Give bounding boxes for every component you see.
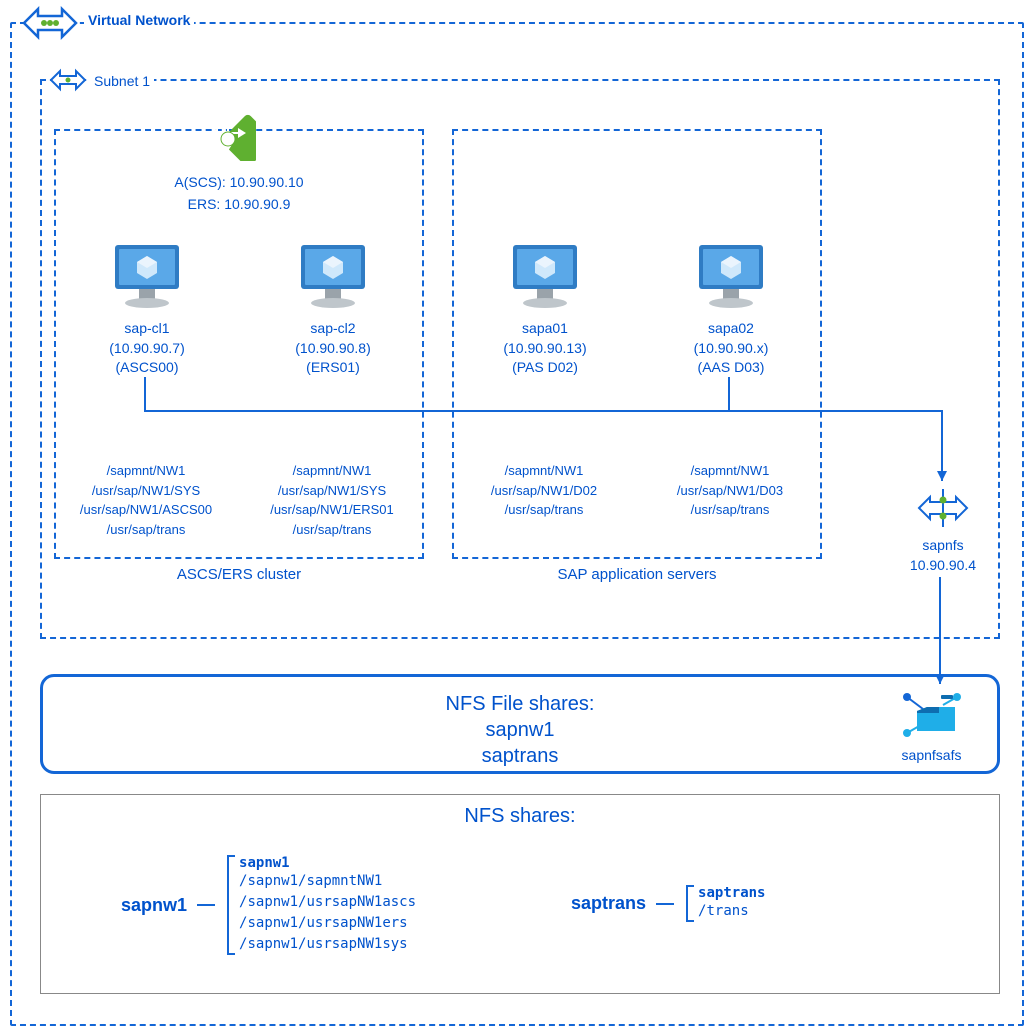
- loadbalancer-labels: A(SCS): 10.90.90.10 ERS: 10.90.90.9: [56, 171, 422, 216]
- vm-ip: (10.90.90.13): [460, 339, 630, 359]
- vm-ip: (10.90.90.x): [646, 339, 816, 359]
- connector-line: [197, 904, 215, 906]
- vm-sapa01: sapa01 (10.90.90.13) (PAS D02): [460, 241, 630, 378]
- nfs-fileshares-box: NFS File shares: sapnw1 saptrans sapnfsa…: [40, 674, 1000, 774]
- vm-name: sap-cl1: [62, 319, 232, 339]
- paths-sapa02: /sapmnt/NW1 /usr/sap/NW1/D03 /usr/sap/tr…: [640, 461, 820, 520]
- nfs-shares-title: NFS shares:: [41, 805, 999, 828]
- vnet-label: Virtual Network: [84, 12, 194, 28]
- vm-ip: (10.90.90.8): [248, 339, 418, 359]
- paths-sapcl2: /sapmnt/NW1 /usr/sap/NW1/SYS /usr/sap/NW…: [242, 461, 422, 539]
- vm-icon: [505, 241, 585, 313]
- sapnfs-name: sapnfs: [893, 536, 993, 556]
- vnet-icon: [20, 2, 80, 44]
- vm-sapcl2: sap-cl2 (10.90.90.8) (ERS01): [248, 241, 418, 378]
- vm-sapcl1: sap-cl1 (10.90.90.7) (ASCS00): [62, 241, 232, 378]
- subnet-icon: [48, 65, 88, 95]
- loadbalancer-icon: [200, 105, 256, 161]
- sapnfs-ip: 10.90.90.4: [893, 556, 993, 576]
- bracket: saptrans /trans: [686, 885, 765, 922]
- virtual-network-container: Virtual Network Subnet 1: [10, 22, 1024, 1026]
- vm-icon: [107, 241, 187, 313]
- storage-icon: [897, 687, 967, 742]
- vm-name: sap-cl2: [248, 319, 418, 339]
- bracket: sapnw1 /sapnw1/sapmntNW1 /sapnw1/usrsapN…: [227, 855, 416, 955]
- storage-label: sapnfsafs: [884, 747, 979, 763]
- vm-role: (PAS D02): [460, 358, 630, 378]
- share-name: saptrans: [571, 893, 646, 914]
- vm-icon: [691, 241, 771, 313]
- vm-role: (ERS01): [248, 358, 418, 378]
- share-saptrans: saptrans saptrans /trans: [571, 885, 765, 922]
- nfs-shares-box: NFS shares: sapnw1 sapnw1 /sapnw1/sapmnt…: [40, 794, 1000, 994]
- subnet-label: Subnet 1: [90, 73, 154, 89]
- lb-ascs-ip: A(SCS): 10.90.90.10: [56, 171, 422, 193]
- vm-name: sapa01: [460, 319, 630, 339]
- share-paths: /sapnw1/sapmntNW1 /sapnw1/usrsapNW1ascs …: [239, 871, 416, 955]
- sap-appservers-box: sapa01 (10.90.90.13) (PAS D02): [452, 129, 822, 559]
- nfs-fileshares-title: NFS File shares: sapnw1 saptrans: [43, 691, 997, 769]
- vm-name: sapa02: [646, 319, 816, 339]
- sapnfs-labels: sapnfs 10.90.90.4: [893, 536, 993, 575]
- share-sapnw1: sapnw1 sapnw1 /sapnw1/sapmntNW1 /sapnw1/…: [121, 855, 416, 955]
- paths-sapcl1: /sapmnt/NW1 /usr/sap/NW1/SYS /usr/sap/NW…: [56, 461, 236, 539]
- appservers-box-label: SAP application servers: [454, 566, 820, 583]
- subnet-container: Subnet 1 A(SCS): 1: [40, 79, 1000, 639]
- paths-sapa01: /sapmnt/NW1 /usr/sap/NW1/D02 /usr/sap/tr…: [454, 461, 634, 520]
- share-paths: /trans: [698, 901, 765, 922]
- vm-sapa02: sapa02 (10.90.90.x) (AAS D03): [646, 241, 816, 378]
- share-name: sapnw1: [121, 895, 187, 916]
- sapnfs-icon: [916, 481, 970, 535]
- connector-line: [656, 903, 674, 905]
- lb-ers-ip: ERS: 10.90.90.9: [56, 193, 422, 215]
- vm-icon: [293, 241, 373, 313]
- vm-role: (ASCS00): [62, 358, 232, 378]
- vm-ip: (10.90.90.7): [62, 339, 232, 359]
- ascs-box-label: ASCS/ERS cluster: [56, 566, 422, 583]
- vm-role: (AAS D03): [646, 358, 816, 378]
- ascs-ers-cluster-box: A(SCS): 10.90.90.10 ERS: 10.90.90.9: [54, 129, 424, 559]
